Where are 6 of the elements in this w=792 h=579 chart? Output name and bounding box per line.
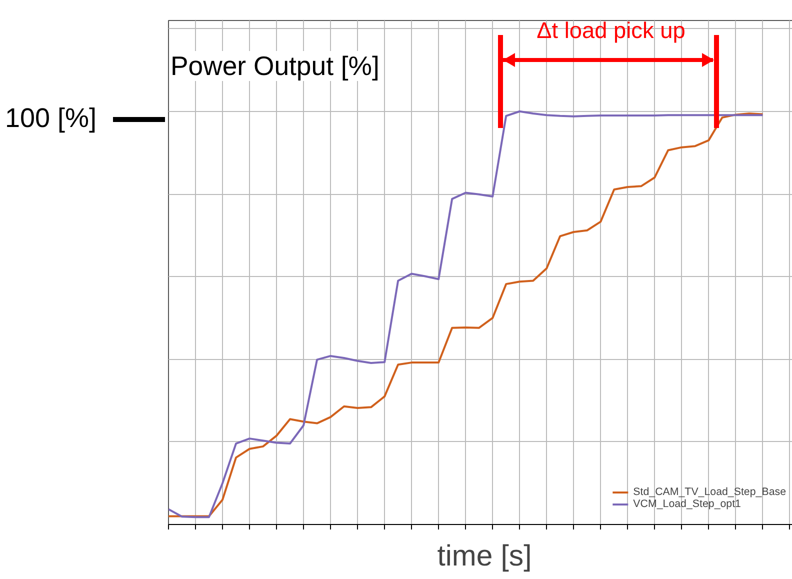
x-axis-title: time [s] (437, 540, 532, 572)
legend-label: VCM_Load_Step_opt1 (633, 498, 741, 510)
chart-title: Power Output [%] (170, 50, 380, 81)
legend-label: Std_CAM_TV_Load_Step_Base (633, 486, 786, 498)
text: Δt load pick up (536, 17, 686, 44)
text: 100 [%] (5, 102, 98, 135)
